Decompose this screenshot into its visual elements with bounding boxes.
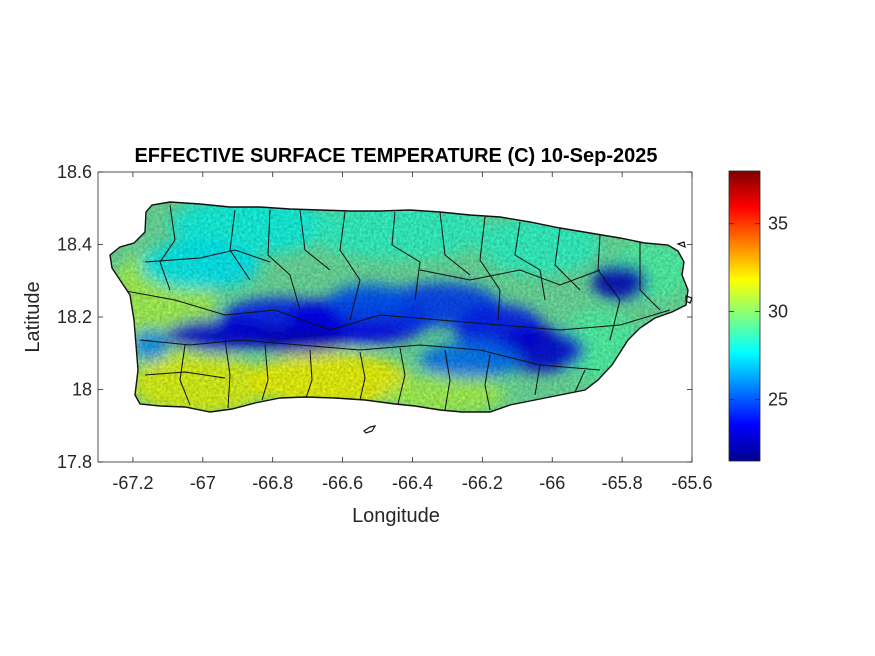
municipality-boundary xyxy=(419,269,601,286)
municipality-boundary xyxy=(574,369,586,393)
municipality-boundary xyxy=(144,371,226,379)
municipality-boundary xyxy=(514,221,546,301)
caja-de-muertos-islet xyxy=(363,425,377,434)
x-tick-label: -66.2 xyxy=(462,473,503,493)
x-tick-label: -66.8 xyxy=(252,473,293,493)
municipality-boundary xyxy=(144,249,271,263)
x-tick-label: -67 xyxy=(190,473,216,493)
eastern-cay xyxy=(685,295,693,304)
x-tick-label: -66.6 xyxy=(322,473,363,493)
y-tick-label: 17.8 xyxy=(57,452,92,472)
municipality-boundary xyxy=(439,211,471,276)
colorbar-tick-label: 25 xyxy=(768,389,788,409)
municipality-boundary xyxy=(224,339,231,409)
temperature-field xyxy=(110,202,688,412)
chart-title: EFFECTIVE SURFACE TEMPERATURE (C) 10-Sep… xyxy=(134,145,657,167)
municipality-boundary xyxy=(261,344,269,401)
municipality-boundary xyxy=(267,209,301,311)
colorbar-gradient xyxy=(728,170,761,462)
municipality-boundary xyxy=(119,289,671,331)
municipality-boundary xyxy=(397,347,406,405)
colorbar: 25 30 35 xyxy=(728,170,788,462)
municipality-boundary xyxy=(444,349,451,411)
y-tick-label: 18.2 xyxy=(57,307,92,327)
municipality-boundary xyxy=(639,242,661,311)
municipality-boundary xyxy=(339,211,361,321)
y-axis-label: Latitude xyxy=(22,281,44,352)
municipality-boundary xyxy=(554,227,581,291)
municipality-boundary xyxy=(534,364,541,396)
offshore-islets xyxy=(363,241,693,434)
x-axis-label: Longitude xyxy=(352,505,440,527)
municipality-boundary xyxy=(391,211,421,301)
municipality-boundary xyxy=(179,344,191,406)
x-tick-label: -65.8 xyxy=(602,473,643,493)
municipality-boundary xyxy=(484,354,491,411)
y-tick-label: 18 xyxy=(72,380,92,400)
municipality-boundary xyxy=(479,216,501,321)
municipality-boundaries xyxy=(119,204,671,411)
municipality-boundary xyxy=(597,234,621,341)
colorbar-tick-label: 30 xyxy=(768,302,788,322)
plot-area xyxy=(97,171,693,463)
municipality-boundary xyxy=(305,349,313,399)
municipality-boundary xyxy=(159,204,176,291)
x-axis: -67.2 -67 -66.8 -66.6 -66.4 -66.2 -66 -65.8 -65.… xyxy=(112,172,713,493)
colorbar-tick-label: 35 xyxy=(768,214,788,234)
x-tick-label: -66 xyxy=(539,473,565,493)
municipality-boundary xyxy=(299,209,331,271)
x-tick-label: -65.6 xyxy=(671,473,712,493)
municipality-boundary xyxy=(139,339,601,371)
municipality-boundary xyxy=(359,351,366,401)
y-tick-label: 18.4 xyxy=(57,235,92,255)
northeast-cay xyxy=(676,241,686,249)
y-axis: 17.8 18 18.2 18.4 18.6 xyxy=(57,162,692,472)
municipality-boundary xyxy=(229,209,251,281)
x-tick-label: -66.4 xyxy=(392,473,433,493)
y-tick-label: 18.6 xyxy=(57,162,92,182)
x-tick-label: -67.2 xyxy=(112,473,153,493)
island-coastline xyxy=(109,201,689,413)
colorbar-ticks: 25 30 35 xyxy=(729,214,788,409)
